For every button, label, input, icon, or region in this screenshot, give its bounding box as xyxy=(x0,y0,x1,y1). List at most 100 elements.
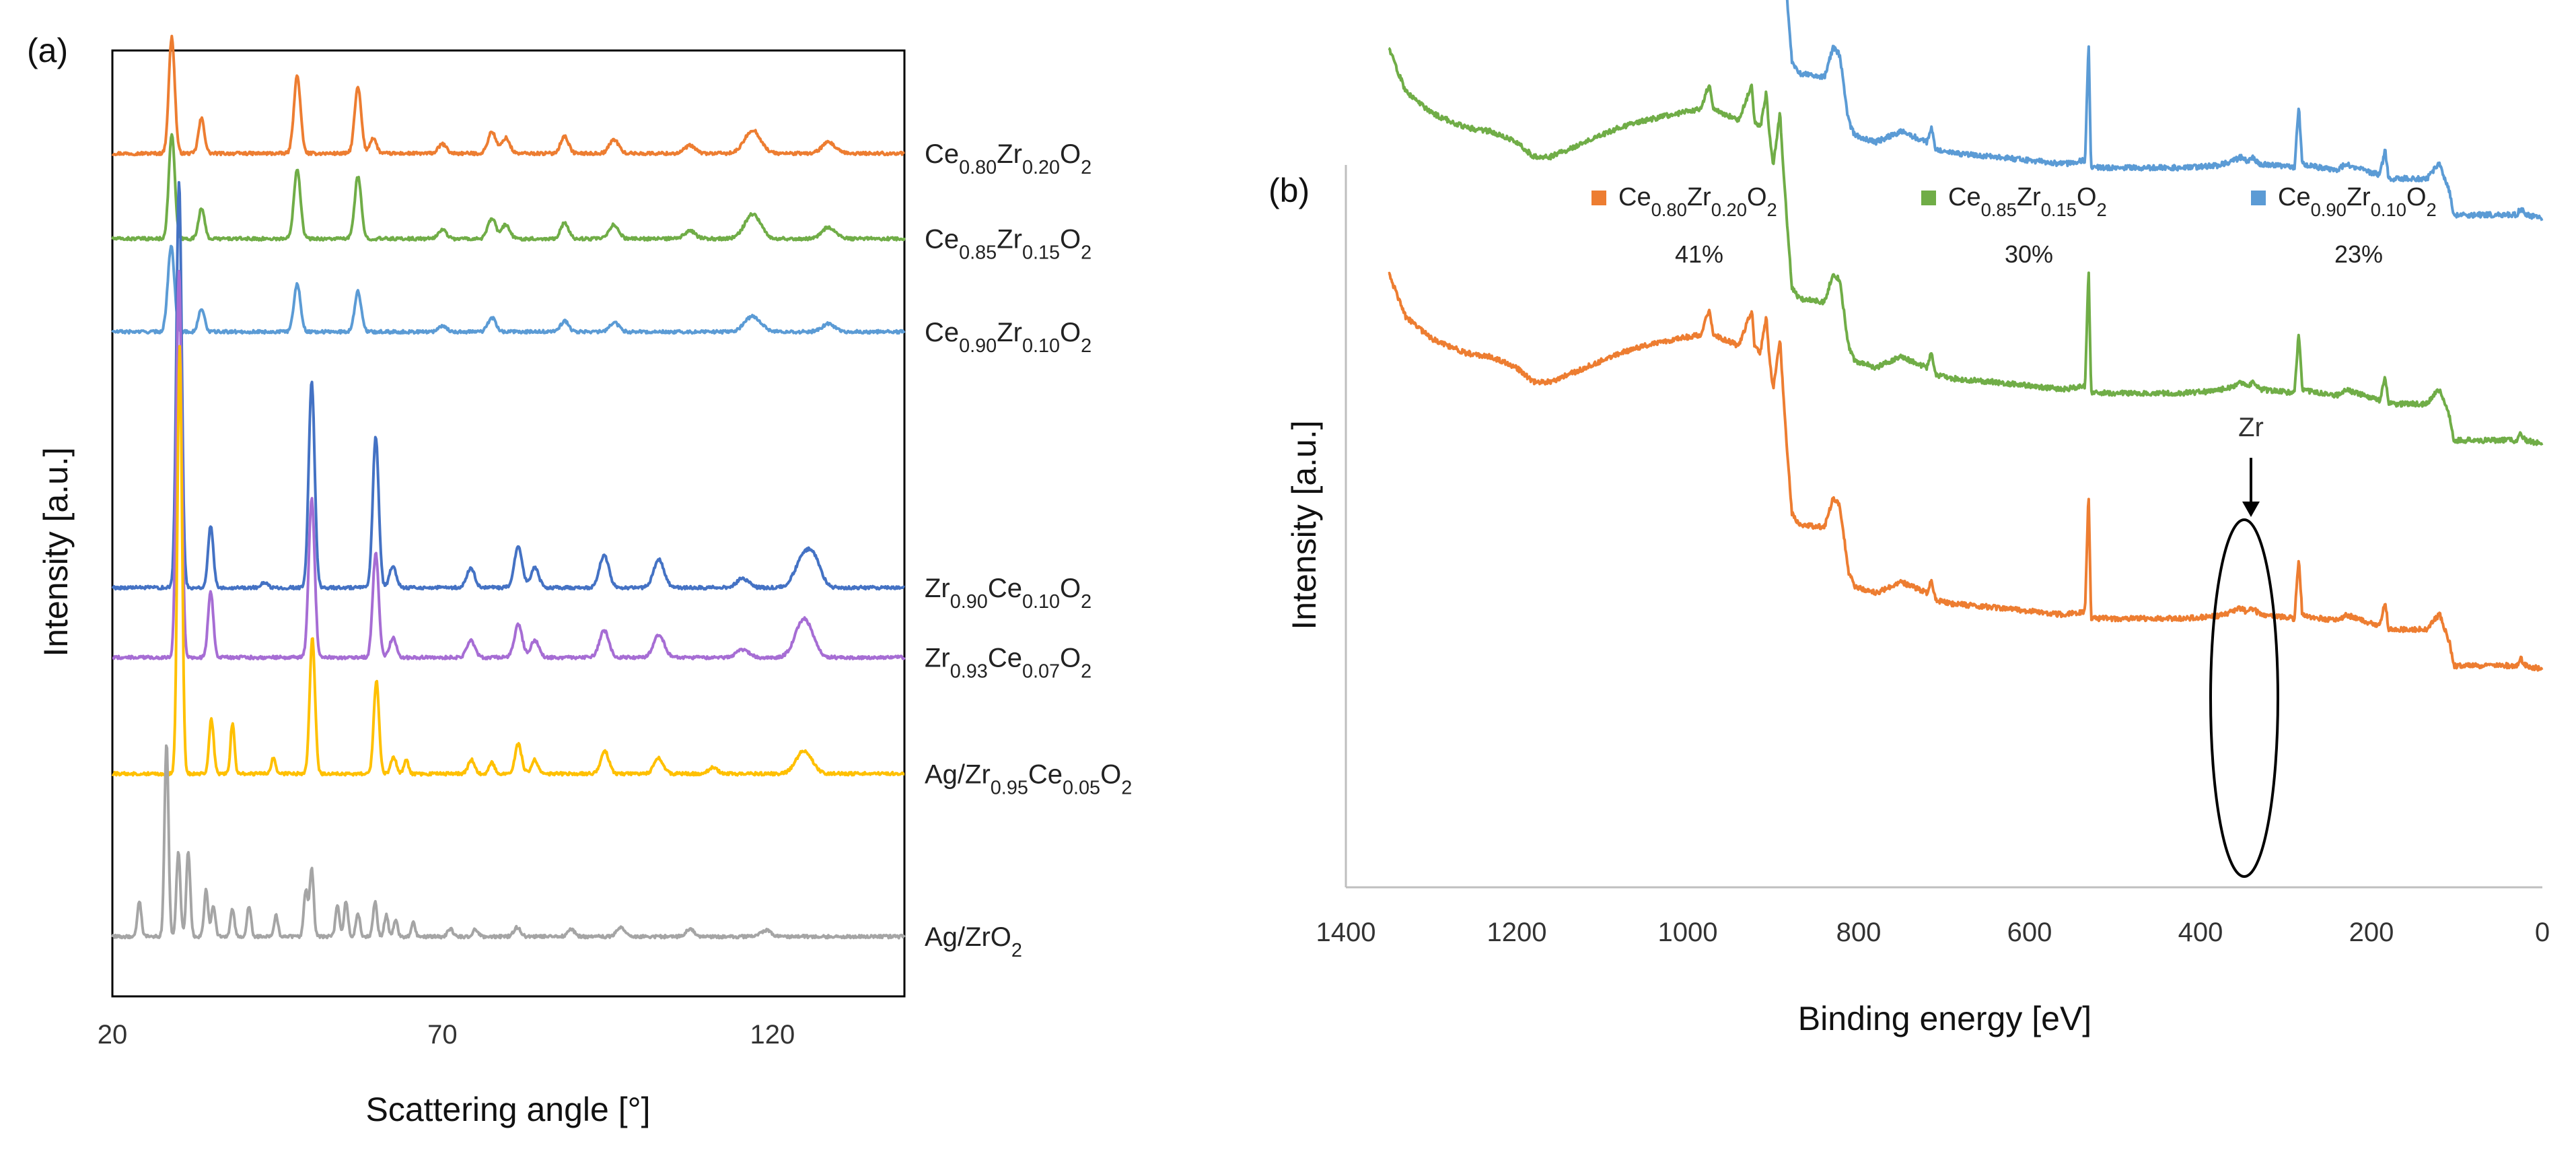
x-tick-b: 400 xyxy=(2178,918,2223,947)
trace-label-3: Zr0.90Ce0.10O2 xyxy=(925,574,1092,613)
label-part: 0.10 xyxy=(1022,335,1060,357)
zr-arrow-head xyxy=(2242,502,2260,517)
legend-swatch-1 xyxy=(1921,191,1936,205)
label-part: Ce xyxy=(1618,183,1651,211)
x-tick-b: 600 xyxy=(2007,918,2052,947)
label-part: O xyxy=(2077,183,2097,211)
label-part: 0.05 xyxy=(1063,777,1100,798)
label-part: O xyxy=(1060,574,1081,603)
label-part: 0.10 xyxy=(2371,199,2406,220)
label-part: 2 xyxy=(1081,242,1092,264)
trace-label-0: Ce0.80Zr0.20O2 xyxy=(925,139,1092,178)
y-axis-title-b: Intensity [a.u.] xyxy=(1285,420,1323,629)
xrd-trace-5 xyxy=(111,345,905,777)
xrd-trace-4 xyxy=(112,269,906,660)
x-tick-b: 800 xyxy=(1836,918,1882,947)
label-part: 0.80 xyxy=(959,157,997,178)
xps-trace-2 xyxy=(1388,271,2544,672)
label-part: O xyxy=(1060,318,1081,347)
xrd-trace-2 xyxy=(111,244,906,335)
traces-b xyxy=(1388,0,2544,672)
label-part: 0.85 xyxy=(959,242,997,264)
x-axis-title-a: Scattering angle [°] xyxy=(365,1091,650,1128)
label-part: O xyxy=(2406,183,2427,211)
x-tick-b: 1200 xyxy=(1487,918,1547,947)
label-part: O xyxy=(1060,139,1081,169)
label-part: 0.85 xyxy=(1981,199,2017,220)
label-part: 0.15 xyxy=(1022,242,1060,264)
zr-annotation: Zr xyxy=(2209,413,2279,878)
panel-a-tag: (a) xyxy=(27,32,68,69)
label-part: Ce xyxy=(1028,759,1063,789)
x-tick-b: 0 xyxy=(2535,918,2550,947)
label-part: 0.93 xyxy=(950,661,988,683)
label-part: 0.20 xyxy=(1022,157,1060,178)
trace-label-5: Ag/Zr0.95Ce0.05O2 xyxy=(925,759,1132,798)
x-tick-b: 1400 xyxy=(1316,918,1376,947)
label-part: 0.15 xyxy=(2041,199,2077,220)
label-part: Ce xyxy=(925,318,959,347)
x-tick-b: 200 xyxy=(2349,918,2394,947)
panel-b-tag: (b) xyxy=(1268,172,1310,209)
zr-ellipse xyxy=(2209,518,2279,878)
trace-label-6: Ag/ZrO2 xyxy=(925,922,1022,961)
trace-label-1: Ce0.85Zr0.15O2 xyxy=(925,225,1092,264)
label-part: 0.90 xyxy=(950,591,988,613)
xrd-trace-0 xyxy=(111,34,905,157)
label-part: Ag/Zr xyxy=(925,759,991,789)
plot-frame-a xyxy=(111,49,906,998)
panel-a: (a) Ce0.80Zr0.20O2Ce0.85Zr0.15O2Ce0.90Zr… xyxy=(27,32,1132,1128)
label-part: Ce xyxy=(988,574,1022,603)
xps-trace-0 xyxy=(1785,0,2544,221)
label-part: Zr xyxy=(925,574,950,603)
legend-swatch-0 xyxy=(1591,191,1606,205)
label-part: Zr xyxy=(997,225,1022,254)
label-part: 2 xyxy=(1767,199,1777,220)
legend-b: Ce0.80Zr0.20O241%Ce0.85Zr0.15O230%Ce0.90… xyxy=(1591,183,2437,268)
label-part: 0.90 xyxy=(2311,199,2347,220)
legend-percent-1: 30% xyxy=(2005,240,2053,268)
label-part: 0.90 xyxy=(959,335,997,357)
label-part: 2 xyxy=(1081,335,1092,357)
label-part: 2 xyxy=(1121,777,1132,798)
label-part: Zr xyxy=(997,318,1022,347)
legend-swatch-2 xyxy=(2251,191,2266,205)
x-tick-b: 1000 xyxy=(1658,918,1718,947)
label-part: Zr xyxy=(2347,183,2371,211)
label-part: O xyxy=(1747,183,1767,211)
xps-trace-1 xyxy=(1388,46,2544,446)
label-part: 2 xyxy=(1011,940,1022,961)
legend-percent-0: 41% xyxy=(1675,240,1723,268)
legend-percent-2: 23% xyxy=(2334,240,2383,268)
legend-label-0: Ce0.80Zr0.20O2 xyxy=(1618,183,1777,220)
legend-label-2: Ce0.90Zr0.10O2 xyxy=(2278,183,2437,220)
label-part: 2 xyxy=(1081,591,1092,613)
x-tick-labels-a: 20 70 120 xyxy=(98,1020,795,1050)
panel-b: (b) Ce0.80Zr0.20O241%Ce0.85Zr0.15O230%Ce… xyxy=(1268,0,2550,1037)
trace-label-4: Zr0.93Ce0.07O2 xyxy=(925,644,1092,683)
label-part: Zr xyxy=(997,139,1022,169)
label-part: 0.95 xyxy=(991,777,1028,798)
label-part: Ce xyxy=(1948,183,1981,211)
label-part: 0.20 xyxy=(1711,199,1747,220)
label-part: Ce xyxy=(2278,183,2311,211)
label-part: 2 xyxy=(2427,199,2437,220)
label-part: O xyxy=(1100,759,1121,789)
label-part: O xyxy=(1060,644,1081,673)
label-part: Zr xyxy=(1687,183,1711,211)
label-part: 0.80 xyxy=(1651,199,1687,220)
xrd-trace-3 xyxy=(111,180,905,591)
label-part: 2 xyxy=(2097,199,2107,220)
label-part: Ce xyxy=(925,225,959,254)
trace-labels-a: Ce0.80Zr0.20O2Ce0.85Zr0.15O2Ce0.90Zr0.10… xyxy=(925,139,1132,961)
x-tick-a: 120 xyxy=(750,1020,795,1050)
label-part: Ce xyxy=(988,644,1022,673)
x-tick-labels-b: 1400 1200 1000 800 600 400 200 0 xyxy=(1316,918,2550,947)
x-tick-a: 20 xyxy=(98,1020,128,1050)
label-part: Ce xyxy=(925,139,959,169)
trace-label-2: Ce0.90Zr0.10O2 xyxy=(925,318,1092,357)
label-part: O xyxy=(1060,225,1081,254)
x-tick-a: 70 xyxy=(427,1020,458,1050)
label-part: 0.07 xyxy=(1022,661,1060,683)
